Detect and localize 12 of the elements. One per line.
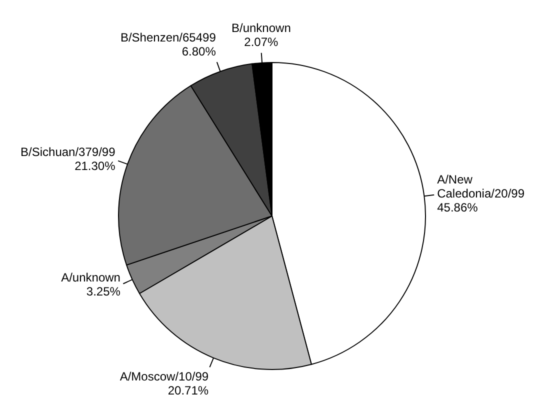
slice-label: B/unknown	[231, 21, 291, 36]
slice-label: A/unknown	[61, 270, 120, 284]
slice-label: A/Moscow/10/99	[120, 369, 209, 384]
slice-label: B/Sichuan/379/99	[20, 145, 116, 160]
slice-label: A/New Caledonia/20/99	[437, 172, 525, 201]
data-label: 21.30%	[74, 159, 116, 174]
data-label: 45.86%	[437, 200, 478, 215]
data-label: 3.25%	[86, 284, 121, 298]
data-label: 6.80%	[182, 44, 216, 59]
data-label: 20.71%	[168, 383, 209, 398]
slice-label: B/Shenzen/65499	[120, 30, 216, 45]
data-label: 2.07%	[244, 35, 279, 50]
